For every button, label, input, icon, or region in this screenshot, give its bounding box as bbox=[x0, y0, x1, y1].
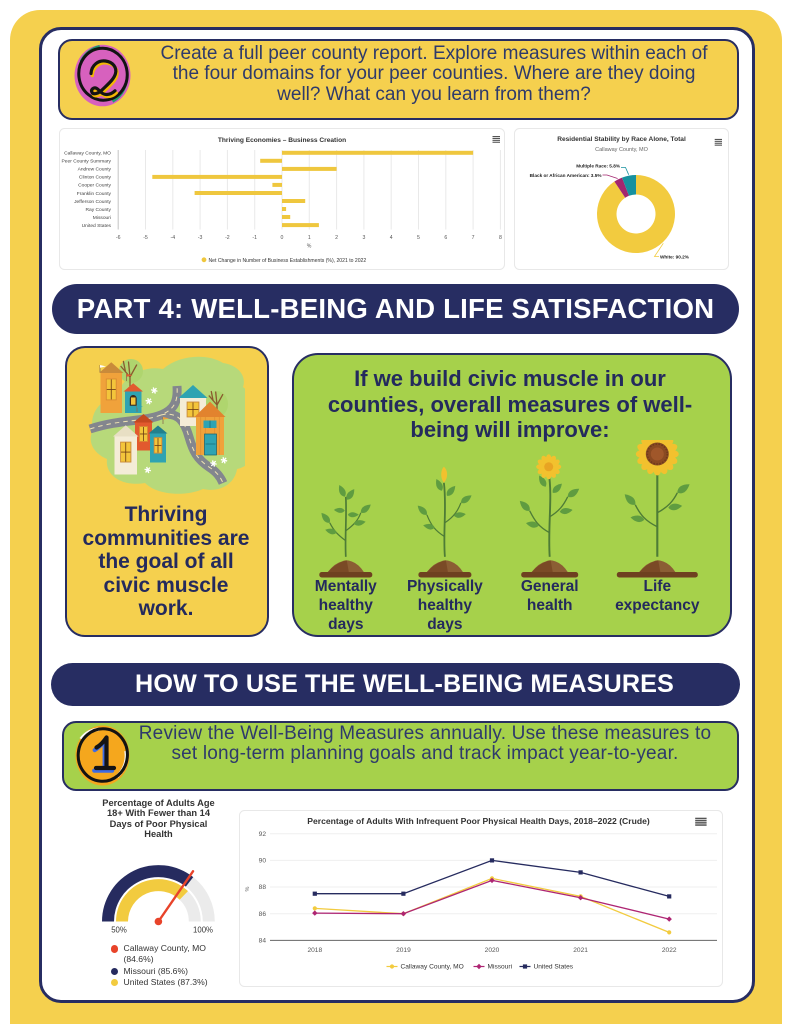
svg-text:2022: 2022 bbox=[662, 947, 677, 954]
svg-text:50%: 50% bbox=[111, 926, 127, 935]
svg-text:2018: 2018 bbox=[307, 947, 322, 954]
svg-text:2019: 2019 bbox=[396, 947, 411, 954]
svg-text:Peer County Summary: Peer County Summary bbox=[62, 159, 112, 165]
svg-text:Cooper County: Cooper County bbox=[78, 183, 111, 189]
svg-text:-6: -6 bbox=[116, 235, 121, 241]
svg-text:4: 4 bbox=[390, 235, 393, 241]
svg-text:Missouri: Missouri bbox=[488, 964, 513, 971]
svg-text:84: 84 bbox=[259, 938, 267, 945]
svg-text:-1: -1 bbox=[252, 235, 257, 241]
svg-text:-4: -4 bbox=[170, 235, 175, 241]
svg-text:6: 6 bbox=[444, 235, 447, 241]
svg-text:7: 7 bbox=[472, 235, 475, 241]
svg-text:United States: United States bbox=[82, 223, 112, 229]
svg-text:3: 3 bbox=[362, 235, 365, 241]
svg-text:%: % bbox=[245, 886, 251, 891]
svg-text:1: 1 bbox=[308, 235, 311, 241]
svg-text:United States: United States bbox=[534, 964, 574, 971]
svg-text:Multiple Race: 5.8%: Multiple Race: 5.8% bbox=[576, 164, 621, 169]
svg-text:0: 0 bbox=[281, 235, 284, 241]
svg-text:White: 90.2%: White: 90.2% bbox=[660, 254, 690, 259]
svg-text:Percentage of Adults With Infr: Percentage of Adults With Infrequent Poo… bbox=[307, 816, 650, 826]
svg-text:Ray County: Ray County bbox=[85, 207, 111, 213]
svg-text:2021: 2021 bbox=[573, 947, 588, 954]
svg-text:86: 86 bbox=[259, 911, 267, 918]
svg-text:Callaway County, MO: Callaway County, MO bbox=[401, 964, 464, 971]
svg-text:8: 8 bbox=[499, 235, 502, 241]
svg-text:Clinton County: Clinton County bbox=[79, 175, 112, 181]
svg-text:%: % bbox=[307, 244, 312, 250]
svg-text:90: 90 bbox=[259, 858, 267, 865]
svg-text:5: 5 bbox=[417, 235, 420, 241]
svg-text:Andrew County: Andrew County bbox=[78, 167, 112, 173]
svg-text:92: 92 bbox=[259, 831, 267, 838]
svg-text:88: 88 bbox=[259, 884, 267, 891]
svg-text:-2: -2 bbox=[225, 235, 230, 241]
svg-text:Callaway County, MO: Callaway County, MO bbox=[595, 147, 648, 153]
svg-text:Callaway County, MO: Callaway County, MO bbox=[64, 151, 111, 157]
svg-text:-3: -3 bbox=[198, 235, 203, 241]
svg-text:Franklin County: Franklin County bbox=[77, 191, 112, 197]
svg-text:Net Change in Number of Busine: Net Change in Number of Business Establi… bbox=[209, 258, 367, 264]
svg-text:Thriving Economies – Business: Thriving Economies – Business Creation bbox=[218, 137, 346, 144]
svg-text:100%: 100% bbox=[193, 926, 213, 935]
svg-text:Black or African American: 3.5: Black or African American: 3.5% bbox=[530, 173, 603, 178]
svg-text:2: 2 bbox=[335, 235, 338, 241]
svg-text:2020: 2020 bbox=[485, 947, 500, 954]
svg-text:-5: -5 bbox=[143, 235, 148, 241]
svg-text:Jefferson County: Jefferson County bbox=[74, 199, 111, 205]
svg-text:Residential Stability by Race: Residential Stability by Race Alone, Tot… bbox=[557, 136, 686, 143]
svg-text:Missouri: Missouri bbox=[93, 215, 111, 221]
